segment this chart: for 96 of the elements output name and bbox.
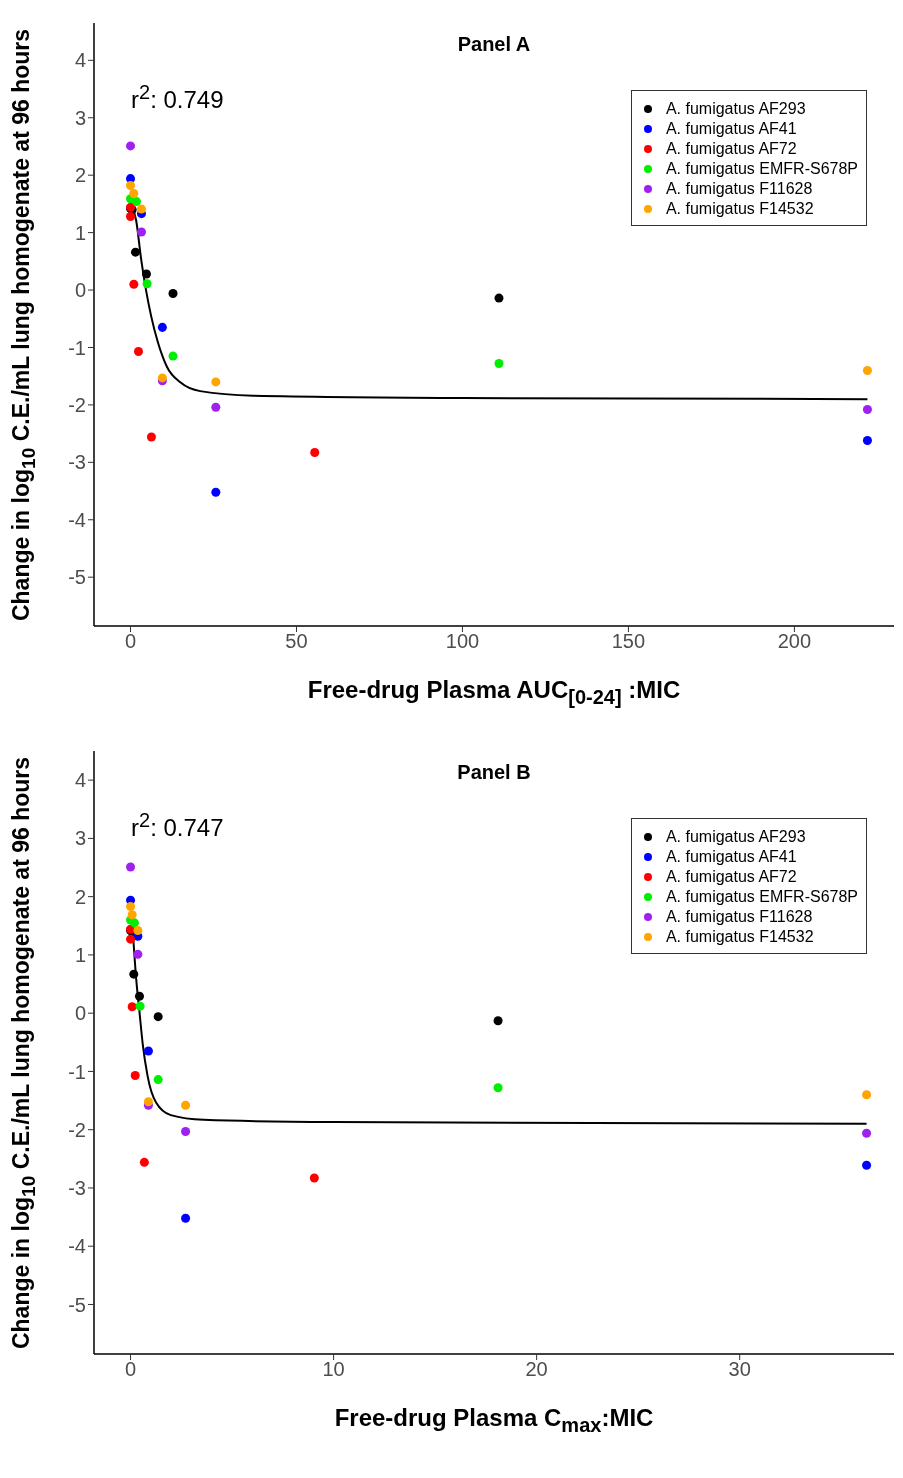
point bbox=[309, 1173, 319, 1183]
point bbox=[126, 862, 136, 872]
point bbox=[126, 212, 136, 222]
y-tick-label: 2 bbox=[74, 885, 86, 908]
legend-label: A. fumigatus F14532 bbox=[665, 928, 814, 946]
point bbox=[136, 204, 146, 214]
point bbox=[181, 1126, 191, 1136]
point bbox=[862, 404, 872, 414]
point bbox=[135, 1001, 145, 1011]
y-tick-label: 3 bbox=[74, 827, 86, 850]
point bbox=[862, 436, 872, 446]
point bbox=[143, 1046, 153, 1056]
annotation: r$^{2}$: 0.749 bbox=[131, 81, 224, 113]
point bbox=[133, 949, 143, 959]
point bbox=[126, 141, 136, 151]
legend-label: A. fumigatus F11628 bbox=[665, 908, 813, 926]
y-tick-label: -1 bbox=[68, 1060, 86, 1083]
point bbox=[310, 448, 320, 458]
point bbox=[181, 1100, 191, 1110]
point bbox=[168, 351, 178, 361]
x-tick-label: 0 bbox=[124, 630, 137, 653]
point bbox=[157, 322, 167, 332]
point bbox=[168, 288, 178, 298]
y-tick-label: 3 bbox=[74, 106, 86, 129]
legend-label: A. fumigatus AF41 bbox=[665, 120, 797, 138]
x-tick-label: 20 bbox=[525, 1358, 548, 1381]
x-axis-title: Free-drug Plasma AUC$_{[0-24]}$ :MIC bbox=[307, 676, 681, 708]
point bbox=[131, 197, 141, 207]
point bbox=[133, 925, 143, 935]
legend-label: A. fumigatus AF293 bbox=[665, 100, 806, 118]
x-tick-label: 10 bbox=[322, 1358, 345, 1381]
point bbox=[127, 910, 137, 920]
y-tick-label: -3 bbox=[68, 451, 86, 474]
x-axis-title: Free-drug Plasma C$_{max}$:MIC bbox=[334, 1404, 654, 1436]
y-tick-label: -4 bbox=[68, 508, 86, 531]
y-tick-label: 0 bbox=[74, 279, 86, 302]
point bbox=[181, 1213, 191, 1223]
point bbox=[130, 1071, 140, 1081]
y-tick-label: 1 bbox=[74, 944, 86, 967]
point bbox=[130, 247, 141, 257]
x-tick-label: 200 bbox=[777, 630, 812, 653]
point bbox=[142, 279, 152, 289]
point bbox=[862, 1128, 872, 1138]
point bbox=[153, 1012, 163, 1022]
legend-label: A. fumigatus F11628 bbox=[665, 180, 813, 198]
point bbox=[134, 991, 144, 1001]
text: Panel A bbox=[457, 33, 531, 55]
point bbox=[153, 1075, 163, 1085]
x-tick-label: 50 bbox=[285, 630, 308, 653]
point bbox=[126, 181, 136, 191]
x-tick-label: 30 bbox=[728, 1358, 751, 1381]
y-tick-label: -2 bbox=[68, 394, 86, 416]
legend-label: A. fumigatus AF72 bbox=[665, 140, 797, 158]
y-tick-label: -5 bbox=[68, 1293, 86, 1316]
point bbox=[862, 1090, 872, 1100]
y-tick-label: 2 bbox=[74, 164, 86, 187]
y-tick-label: -5 bbox=[68, 566, 86, 589]
legend-label: A. fumigatus AF41 bbox=[665, 848, 797, 866]
x-tick-label: 150 bbox=[611, 630, 646, 653]
y-tick-label: -4 bbox=[68, 1235, 86, 1258]
point bbox=[211, 402, 221, 412]
x-tick-label: 0 bbox=[124, 1358, 137, 1381]
point bbox=[129, 279, 139, 289]
y-tick-label: 0 bbox=[74, 1002, 86, 1025]
point bbox=[493, 1016, 503, 1026]
point bbox=[494, 293, 504, 303]
point bbox=[127, 1002, 137, 1012]
x-tick-label: 100 bbox=[445, 630, 480, 653]
point bbox=[126, 902, 136, 912]
point bbox=[133, 346, 143, 356]
point bbox=[139, 1157, 149, 1167]
point bbox=[211, 487, 221, 497]
point bbox=[126, 934, 136, 944]
point bbox=[146, 432, 156, 442]
legend-label: A. fumigatus AF293 bbox=[665, 828, 806, 846]
point bbox=[493, 1083, 503, 1093]
legend-label: A. fumigatus AF72 bbox=[665, 868, 797, 886]
y-tick-label: -2 bbox=[68, 1118, 86, 1141]
y-tick-label: -1 bbox=[68, 336, 86, 359]
legend-label: A. fumigatus EMFR-S678P bbox=[665, 160, 858, 178]
text: Panel B bbox=[457, 761, 531, 783]
annotation: r$^{2}$: 0.747 bbox=[131, 809, 224, 841]
legend-label: A. fumigatus F14532 bbox=[665, 200, 814, 218]
y-tick-label: 4 bbox=[74, 49, 86, 72]
point bbox=[136, 227, 146, 237]
legend-label: A. fumigatus EMFR-S678P bbox=[665, 888, 858, 906]
y-tick-label: -3 bbox=[68, 1177, 86, 1200]
point bbox=[211, 377, 221, 387]
y-tick-label: 1 bbox=[74, 221, 86, 244]
point bbox=[129, 969, 139, 979]
point bbox=[494, 359, 504, 369]
point bbox=[141, 269, 151, 279]
point bbox=[862, 1160, 872, 1170]
point bbox=[862, 365, 872, 375]
y-tick-label: 4 bbox=[74, 769, 86, 792]
point bbox=[129, 189, 139, 199]
